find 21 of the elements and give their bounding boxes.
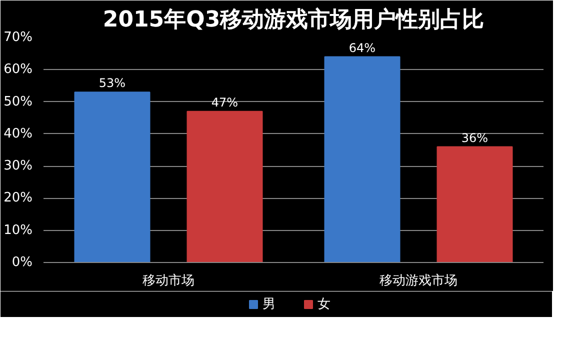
y-tick-label: 10% [4, 222, 33, 238]
data-label: 64% [348, 40, 376, 55]
y-tick-label: 40% [4, 126, 33, 142]
y-tick-label: 30% [4, 158, 33, 174]
legend-label: 女 [318, 296, 332, 313]
bar [74, 92, 150, 262]
y-tick-label: 70% [4, 30, 33, 45]
data-label: 47% [211, 95, 238, 110]
bar [324, 56, 400, 262]
data-label: 36% [461, 130, 488, 145]
bar [436, 146, 513, 262]
y-tick-label: 0% [12, 255, 32, 270]
y-tick-label: 20% [4, 190, 33, 206]
y-tick-label: 60% [4, 62, 33, 78]
legend-label: 男 [262, 296, 276, 313]
y-tick-label: 50% [4, 94, 33, 110]
x-tick-label: 移动市场 [142, 274, 194, 288]
chart-title: 2015年Q3移动游戏市场用户性别占比 [102, 6, 484, 32]
x-tick-label: 移动游戏市场 [380, 274, 458, 288]
data-label: 53% [98, 76, 126, 90]
bar [186, 110, 263, 262]
